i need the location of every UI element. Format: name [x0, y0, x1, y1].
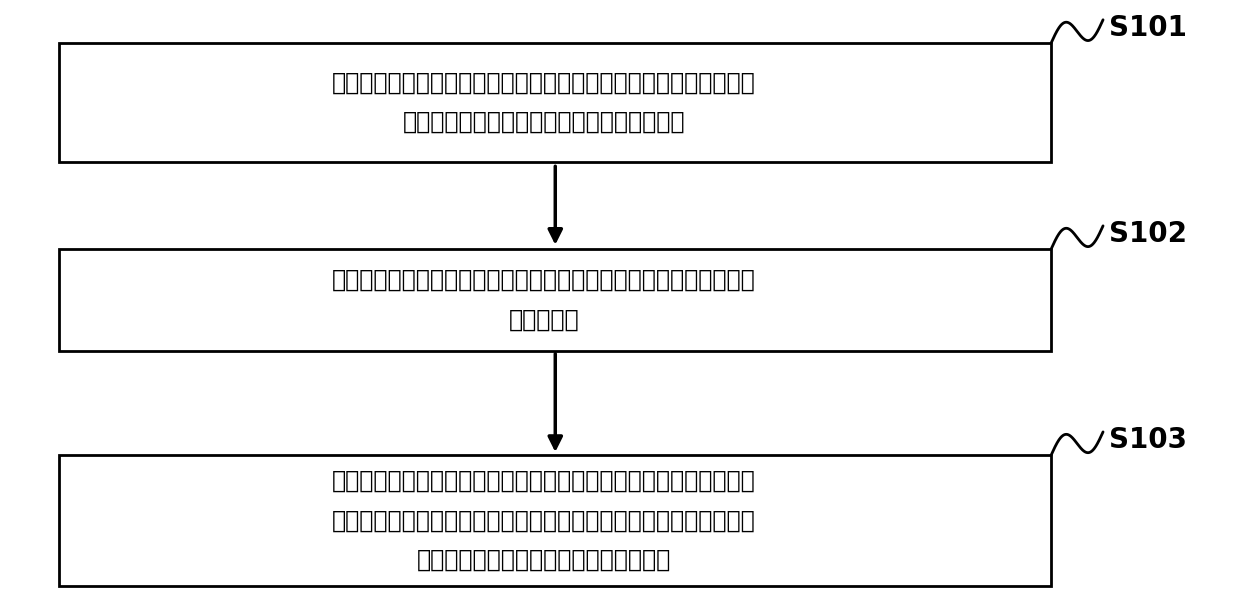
Text: S103: S103	[1109, 426, 1187, 454]
Text: 周期，返回执行转速校正频率的校正操作: 周期，返回执行转速校正频率的校正操作	[417, 548, 671, 572]
FancyBboxPatch shape	[60, 455, 1052, 586]
Text: 基于霍尔位置传感器输出端在当前控制周期内的电平信号值，校正转: 基于霍尔位置传感器输出端在当前控制周期内的电平信号值，校正转	[332, 268, 755, 292]
Text: 速校正频率: 速校正频率	[508, 307, 579, 332]
Text: 根据位置计算公式及当前控制周期校正的转速校正频率，确定电机在: 根据位置计算公式及当前控制周期校正的转速校正频率，确定电机在	[332, 469, 755, 493]
Text: S102: S102	[1109, 220, 1187, 248]
Text: 率，确定电机在当前控制周期内的转子位置角: 率，确定电机在当前控制周期内的转子位置角	[403, 110, 684, 134]
Text: 下一控制周期内的转子位置角，并将下一控制周期作为新的当前控制: 下一控制周期内的转子位置角，并将下一控制周期作为新的当前控制	[332, 508, 755, 532]
Text: 当检测到电机启动时，根据设定的位置计算公式及初始的转速校正频: 当检测到电机启动时，根据设定的位置计算公式及初始的转速校正频	[332, 71, 755, 95]
Text: S101: S101	[1109, 14, 1187, 42]
FancyBboxPatch shape	[60, 43, 1052, 162]
FancyBboxPatch shape	[60, 249, 1052, 351]
